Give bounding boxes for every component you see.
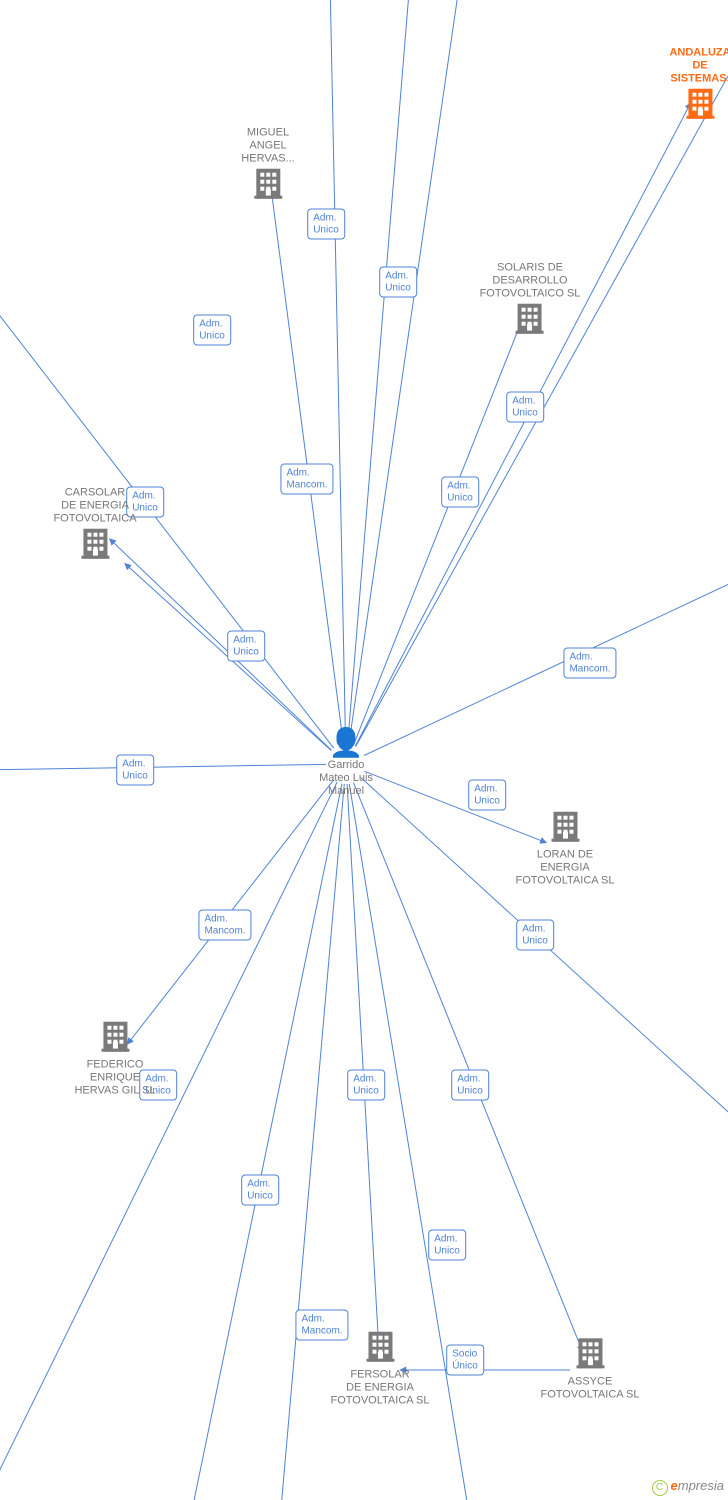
edge-line (0, 782, 337, 1500)
company-node[interactable]: FERSOLAR DE ENERGIA FOTOVOLTAICA SL (330, 1332, 429, 1409)
edge-line (0, 764, 326, 770)
building-icon (241, 168, 294, 203)
building-icon (74, 1022, 155, 1057)
edge-label: Adm. Mancom. (280, 464, 333, 495)
edge-label: Adm. Unico (506, 392, 544, 423)
edge-label: Adm. Unico (307, 209, 345, 240)
edge-label: Adm. Unico (379, 267, 417, 298)
edge-line (0, 290, 334, 748)
edge-line (348, 0, 410, 744)
edge-label: Adm. Unico (227, 631, 265, 662)
node-label: ASSYCE FOTOVOLTAICA SL (540, 1375, 639, 1401)
company-node[interactable]: FEDERICO ENRIQUE HERVAS GIL SL (74, 1022, 155, 1099)
edge-label: Adm. Mancom. (563, 648, 616, 679)
edge-label: Socio Único (446, 1345, 484, 1376)
edge-label: Adm. Unico (441, 477, 479, 508)
node-label: Garrido Mateo Luis Manuel (319, 759, 373, 799)
edge-label: Adm. Unico (468, 780, 506, 811)
edge-label: Adm. Unico (451, 1070, 489, 1101)
edge-line (271, 185, 344, 744)
edge-label: Adm. Mancom. (198, 910, 251, 941)
edge-label: Adm. Unico (193, 315, 231, 346)
building-icon (480, 303, 581, 338)
edge-line (353, 319, 522, 746)
network-canvas: Adm. Unico Adm. Unico Adm. Unico Adm. Unico… (0, 0, 728, 1500)
brand-rest: mpresia (678, 1478, 724, 1493)
node-label: SOLARIS DE DESARROLLO FOTOVOLTAICO SL (480, 262, 581, 302)
building-icon (540, 1338, 639, 1373)
building-icon (330, 1332, 429, 1367)
edge-line (347, 784, 379, 1350)
node-label: MIGUEL ANGEL HERVAS... (241, 127, 294, 167)
watermark: Cempresia (652, 1478, 724, 1496)
edge-label: Adm. Unico (116, 755, 154, 786)
edge-line (356, 40, 728, 747)
company-node[interactable]: CARSOLAR DE ENERGIA FOTOVOLTAICA (53, 487, 136, 564)
edge-line (355, 103, 691, 747)
brand-e: e (671, 1478, 678, 1493)
building-icon (669, 88, 728, 123)
node-label: ANDALUZA DE SISTEMAS. (669, 47, 728, 87)
company-node[interactable]: ASSYCE FOTOVOLTAICA SL (540, 1338, 639, 1401)
company-node[interactable]: LORAN DE ENERGIA FOTOVOLTAICA SL (515, 812, 614, 889)
edge-line (349, 0, 460, 744)
edge-line (125, 563, 331, 750)
person-icon: 👤 (319, 729, 373, 757)
node-label: LORAN DE ENERGIA FOTOVOLTAICA SL (515, 849, 614, 889)
edge-label: Adm. Unico (428, 1230, 466, 1261)
company-node[interactable]: SOLARIS DE DESARROLLO FOTOVOLTAICO SL (480, 262, 581, 339)
copyright-icon: C (652, 1480, 668, 1496)
person-node[interactable]: 👤Garrido Mateo Luis Manuel (319, 729, 373, 799)
edge-line (330, 0, 346, 744)
company-node[interactable]: MIGUEL ANGEL HERVAS... (241, 127, 294, 204)
node-label: FEDERICO ENRIQUE HERVAS GIL SL (74, 1059, 155, 1099)
edge-label: Adm. Unico (347, 1070, 385, 1101)
edge-label: Adm. Unico (516, 920, 554, 951)
edge-line (109, 539, 331, 750)
edge-line (364, 575, 728, 755)
company-node[interactable]: ANDALUZA DE SISTEMAS. (669, 47, 728, 124)
edge-label: Adm. Unico (241, 1175, 279, 1206)
node-label: CARSOLAR DE ENERGIA FOTOVOLTAICA (53, 487, 136, 527)
building-icon (515, 812, 614, 847)
edge-line (190, 784, 342, 1500)
edge-line (127, 780, 333, 1044)
building-icon (53, 528, 136, 563)
node-label: FERSOLAR DE ENERGIA FOTOVOLTAICA SL (330, 1369, 429, 1409)
